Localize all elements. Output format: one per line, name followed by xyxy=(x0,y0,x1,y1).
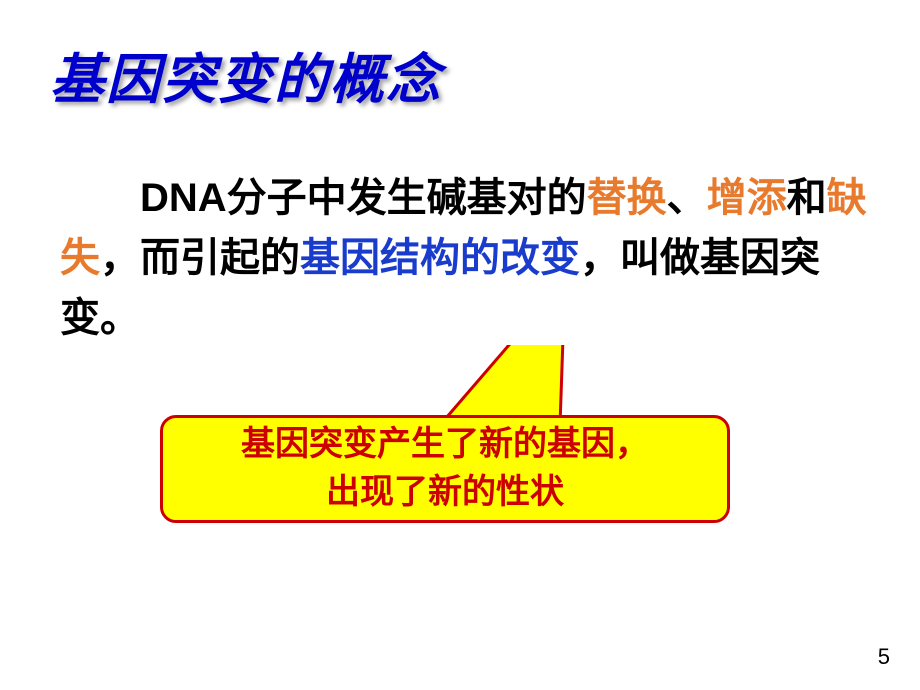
body-part3: ，而引起的 xyxy=(100,236,300,280)
callout-box: 基因突变产生了新的基因， 出现了新的性状 xyxy=(160,415,730,523)
highlight-add: 增添 xyxy=(707,176,787,220)
page-number: 5 xyxy=(878,644,890,670)
callout-container: 基因突变产生了新的基因， 出现了新的性状 xyxy=(140,345,760,545)
highlight-replace: 替换 xyxy=(587,176,667,220)
callout-line2: 出现了新的性状 xyxy=(326,469,564,517)
body-paragraph: DNA分子中发生碱基对的替换、增添和缺失，而引起的基因结构的改变，叫做基因突变。 xyxy=(60,168,870,348)
body-part2: 和 xyxy=(787,176,827,220)
body-part1: DNA分子中发生碱基对的 xyxy=(140,176,587,220)
highlight-structure: 基因结构的改变 xyxy=(300,236,580,280)
slide-title: 基因突变的概念 xyxy=(50,35,442,114)
body-sep1: 、 xyxy=(667,176,707,220)
callout-line1: 基因突变产生了新的基因， xyxy=(241,421,649,469)
